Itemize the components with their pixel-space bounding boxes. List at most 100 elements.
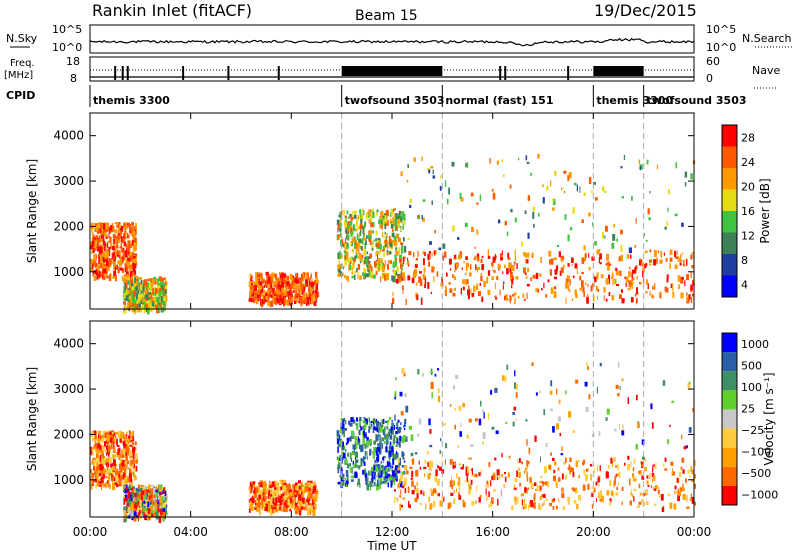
range-cell [309, 282, 312, 285]
range-cell [654, 503, 657, 507]
range-cell [477, 256, 480, 262]
range-cell [142, 297, 144, 304]
range-cell [258, 502, 260, 506]
range-cell [389, 477, 393, 480]
range-cell [128, 472, 132, 480]
range-cell [161, 285, 164, 290]
range-cell [258, 494, 262, 502]
range-cell [164, 509, 167, 515]
range-cell [567, 275, 570, 283]
range-cell [148, 505, 151, 511]
range-cell [390, 426, 393, 434]
range-cell [391, 465, 394, 469]
power-ylabel: Slant Range [km] [25, 159, 39, 263]
range-cell [437, 388, 440, 393]
range-cell [594, 468, 596, 474]
range-cell [92, 264, 95, 268]
range-cell [346, 231, 349, 236]
range-cell [368, 472, 370, 476]
range-cell [249, 289, 251, 297]
range-cell [619, 424, 620, 430]
range-cell [410, 452, 414, 457]
range-cell [621, 430, 625, 436]
range-cell [133, 263, 137, 269]
range-cell [134, 492, 137, 498]
range-cell [389, 260, 392, 264]
range-cell [540, 476, 543, 479]
range-cell [559, 270, 562, 276]
range-cell [510, 276, 512, 282]
range-cell [283, 273, 287, 278]
range-cell [381, 469, 384, 475]
range-cell [298, 289, 300, 297]
range-cell [363, 456, 366, 460]
range-cell [682, 252, 684, 255]
range-cell [611, 295, 615, 301]
range-cell [479, 194, 482, 202]
range-cell [514, 484, 515, 489]
range-cell [303, 286, 305, 293]
range-cell [265, 292, 268, 296]
range-cell [251, 285, 255, 289]
range-cell [398, 212, 401, 219]
range-cell [283, 289, 287, 296]
range-cell [495, 255, 497, 259]
range-cell [135, 288, 138, 293]
range-cell [309, 277, 311, 282]
range-cell [690, 493, 692, 499]
range-cell [157, 501, 159, 504]
range-cell [299, 502, 302, 507]
range-cell [431, 252, 433, 258]
range-cell [338, 271, 341, 274]
range-cell [119, 475, 123, 482]
range-cell [610, 457, 613, 464]
range-cell [388, 251, 392, 255]
range-cell [159, 276, 163, 281]
range-cell [123, 495, 127, 502]
range-cell [386, 215, 388, 219]
range-cell [276, 298, 280, 304]
range-cell [400, 213, 402, 219]
range-cell [281, 506, 283, 512]
range-cell [155, 511, 158, 518]
colorbar-tick-label: 20 [741, 180, 755, 193]
range-cell [102, 434, 105, 439]
range-cell [291, 492, 293, 496]
range-cell [356, 219, 358, 227]
range-cell [671, 283, 674, 289]
range-cell [154, 492, 158, 498]
range-cell [574, 289, 577, 296]
range-cell [689, 294, 691, 300]
range-cell [352, 444, 356, 450]
range-cell [108, 274, 112, 282]
range-cell [91, 227, 93, 233]
range-cell [143, 507, 145, 513]
range-cell [294, 490, 298, 493]
range-cell [511, 285, 513, 289]
range-cell [507, 472, 510, 478]
range-cell [605, 298, 608, 302]
range-cell [549, 259, 552, 265]
colorbar-tick-label: −1000 [741, 488, 778, 501]
range-cell [431, 490, 435, 495]
range-cell [97, 464, 100, 471]
range-cell [470, 288, 472, 294]
range-cell [275, 488, 279, 495]
range-cell [351, 271, 354, 275]
range-cell [164, 498, 168, 503]
range-cell [123, 444, 126, 449]
range-cell [263, 483, 266, 490]
range-cell [295, 508, 299, 515]
range-cell [511, 505, 514, 511]
colorbar-tick-label: 8 [741, 254, 748, 267]
range-cell [430, 166, 434, 169]
range-cell [395, 225, 397, 231]
range-cell [487, 255, 491, 259]
range-cell [260, 288, 264, 294]
range-cell [281, 288, 285, 293]
range-cell [266, 271, 269, 275]
range-cell [401, 245, 403, 250]
range-cell [373, 239, 376, 242]
range-cell [349, 257, 352, 264]
